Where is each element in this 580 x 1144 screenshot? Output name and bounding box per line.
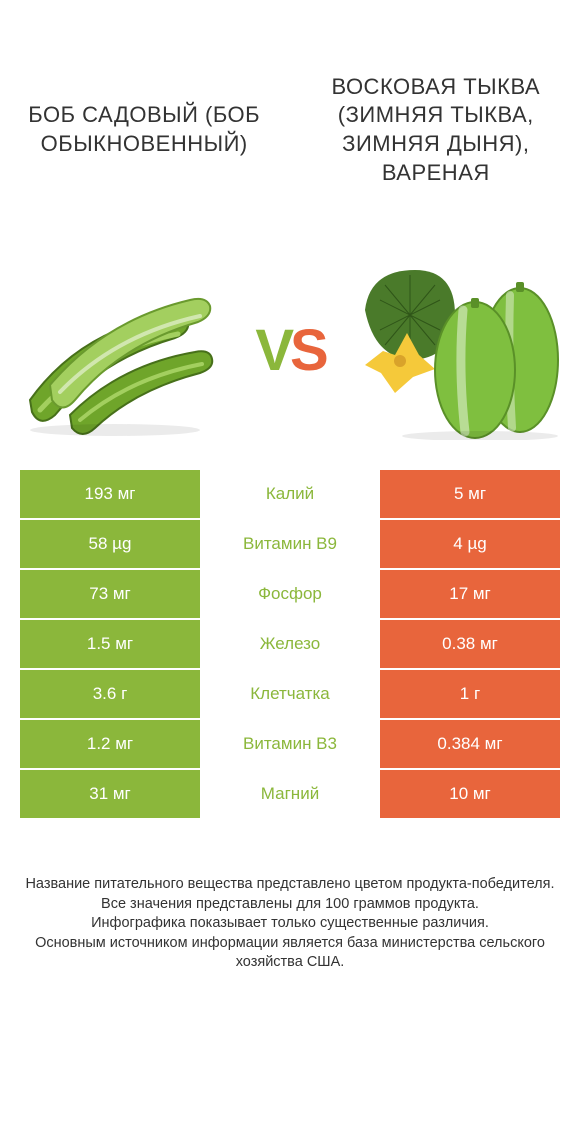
table-row: 193 мг Калий 5 мг	[20, 470, 560, 520]
table-row: 58 µg Витамин B9 4 µg	[20, 520, 560, 570]
footer-line: Все значения представлены для 100 граммо…	[20, 895, 560, 915]
cell-left: 31 мг	[20, 770, 200, 818]
images-row: VS	[0, 250, 580, 470]
vs-label: VS	[255, 317, 324, 384]
cell-right: 0.384 мг	[380, 720, 560, 768]
cell-right: 17 мг	[380, 570, 560, 618]
title-left: БОБ САДОВЫЙ (БОБ ОБЫКНОВЕННЫЙ)	[20, 101, 268, 158]
infographic-page: БОБ САДОВЫЙ (БОБ ОБЫКНОВЕННЫЙ) ВОСКОВАЯ …	[0, 0, 580, 1144]
cell-left: 193 мг	[20, 470, 200, 518]
footer-note: Название питательного вещества представл…	[20, 875, 560, 973]
title-right: ВОСКОВАЯ ТЫКВА (ЗИМНЯЯ ТЫКВА, ЗИМНЯЯ ДЫН…	[312, 73, 560, 187]
table-row: 1.5 мг Железо 0.38 мг	[20, 620, 560, 670]
cell-left: 1.2 мг	[20, 720, 200, 768]
cell-left: 58 µg	[20, 520, 200, 568]
footer-line: Инфографика показывает только существенн…	[20, 914, 560, 934]
table-row: 73 мг Фосфор 17 мг	[20, 570, 560, 620]
table-row: 31 мг Магний 10 мг	[20, 770, 560, 820]
cell-right: 4 µg	[380, 520, 560, 568]
table-row: 1.2 мг Витамин B3 0.384 мг	[20, 720, 560, 770]
cell-right: 0.38 мг	[380, 620, 560, 668]
cell-mid: Магний	[200, 770, 380, 818]
table-row: 3.6 г Клетчатка 1 г	[20, 670, 560, 720]
fava-bean-icon	[20, 260, 220, 440]
vs-v: V	[255, 317, 290, 384]
cell-mid: Калий	[200, 470, 380, 518]
cell-mid: Витамин B9	[200, 520, 380, 568]
cell-mid: Клетчатка	[200, 670, 380, 718]
cell-right: 1 г	[380, 670, 560, 718]
cell-left: 1.5 мг	[20, 620, 200, 668]
titles-row: БОБ САДОВЫЙ (БОБ ОБЫКНОВЕННЫЙ) ВОСКОВАЯ …	[0, 30, 580, 230]
product-image-right	[360, 260, 560, 440]
wax-gourd-icon	[360, 260, 560, 440]
footer-line: Название питательного вещества представл…	[20, 875, 560, 895]
cell-mid: Фосфор	[200, 570, 380, 618]
vs-s: S	[290, 317, 325, 384]
cell-mid: Витамин B3	[200, 720, 380, 768]
cell-mid: Железо	[200, 620, 380, 668]
cell-left: 3.6 г	[20, 670, 200, 718]
cell-right: 5 мг	[380, 470, 560, 518]
footer-line: Основным источником информации является …	[20, 934, 560, 973]
comparison-table: 193 мг Калий 5 мг 58 µg Витамин B9 4 µg …	[20, 470, 560, 820]
cell-right: 10 мг	[380, 770, 560, 818]
product-image-left	[20, 260, 220, 440]
cell-left: 73 мг	[20, 570, 200, 618]
